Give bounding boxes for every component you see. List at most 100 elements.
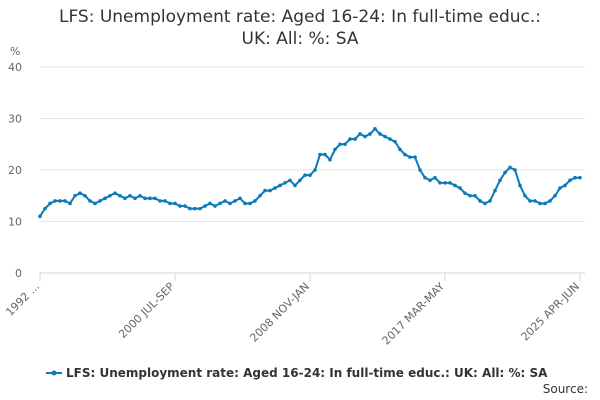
data-point <box>153 196 157 201</box>
chart-title: LFS: Unemployment rate: Aged 16-24: In f… <box>58 7 542 49</box>
data-point <box>518 183 522 188</box>
x-tick-label: 2017 MAR-MAY <box>380 280 448 348</box>
data-point <box>533 199 537 203</box>
data-point <box>283 181 287 185</box>
data-point <box>538 201 542 206</box>
data-point <box>38 214 42 219</box>
data-point <box>48 201 52 206</box>
x-tick-label: 2008 NOV-JAN <box>247 280 312 345</box>
data-point <box>43 206 47 211</box>
data-point <box>108 193 112 198</box>
data-point <box>198 206 202 211</box>
source: Source: <box>543 382 588 396</box>
data-point <box>113 191 117 195</box>
data-point <box>378 132 382 136</box>
x-tick-label: 1992 ... <box>3 280 42 319</box>
data-point <box>123 196 127 201</box>
data-point <box>328 157 332 162</box>
data-point <box>503 170 507 175</box>
data-point <box>208 201 212 206</box>
data-point <box>543 201 547 206</box>
y-tick-label: 0 <box>15 267 22 280</box>
data-point <box>308 173 312 177</box>
data-point <box>268 188 272 193</box>
data-point <box>423 175 427 180</box>
data-point <box>463 191 467 195</box>
data-point <box>243 201 247 206</box>
data-point <box>523 193 527 198</box>
data-point <box>528 199 532 203</box>
data-point <box>288 178 292 183</box>
data-point <box>203 204 207 208</box>
data-point <box>173 201 177 206</box>
data-point <box>373 127 377 131</box>
data-point <box>258 193 262 198</box>
y-axis-label: % <box>10 45 20 58</box>
data-point <box>158 199 162 203</box>
data-point <box>248 201 252 206</box>
data-point <box>493 188 497 193</box>
data-point <box>213 204 217 208</box>
data-point <box>313 168 317 172</box>
data-point <box>458 186 462 190</box>
data-point <box>318 152 322 157</box>
data-point <box>558 186 562 190</box>
data-point <box>478 199 482 203</box>
data-point <box>98 199 102 203</box>
data-point <box>428 178 432 183</box>
data-point <box>218 201 222 206</box>
data-point <box>148 196 152 201</box>
data-point <box>238 196 242 201</box>
data-point <box>568 178 572 183</box>
data-point <box>563 183 567 188</box>
data-point <box>413 155 417 159</box>
data-point <box>408 155 412 159</box>
data-point <box>363 134 367 139</box>
data-point <box>573 175 577 180</box>
y-tick-label: 30 <box>8 113 22 126</box>
data-point <box>418 168 422 172</box>
data-point <box>93 201 97 206</box>
data-point <box>303 173 307 177</box>
data-point <box>443 181 447 185</box>
data-point <box>358 132 362 136</box>
data-point <box>553 193 557 198</box>
data-point <box>433 175 437 180</box>
data-point <box>83 193 87 198</box>
series-line <box>39 127 580 217</box>
data-point <box>103 196 107 201</box>
data-point <box>133 196 137 201</box>
data-point <box>498 178 502 183</box>
data-point <box>183 204 187 208</box>
data-point <box>453 183 457 188</box>
data-point <box>448 181 452 185</box>
data-point <box>333 147 337 152</box>
legend-label: LFS: Unemployment rate: Aged 16-24: In f… <box>66 366 548 380</box>
data-point <box>353 137 357 141</box>
data-point <box>483 201 487 206</box>
data-point <box>383 134 387 139</box>
data-point <box>508 165 512 170</box>
y-tick-label: 10 <box>8 216 22 229</box>
data-point <box>188 206 192 211</box>
data-point <box>368 132 372 136</box>
data-point <box>163 199 167 203</box>
data-point <box>298 178 302 183</box>
y-tick-label: 20 <box>8 164 22 177</box>
data-point <box>468 193 472 198</box>
data-point <box>193 206 197 211</box>
data-point <box>393 139 397 144</box>
data-point <box>398 147 402 152</box>
data-point <box>343 142 347 147</box>
data-point <box>548 199 552 203</box>
data-point <box>323 152 327 157</box>
data-point <box>223 199 227 203</box>
data-point <box>233 199 237 203</box>
data-point <box>348 137 352 141</box>
data-point <box>53 199 57 203</box>
data-point <box>128 193 132 198</box>
data-point <box>143 196 147 201</box>
data-point <box>58 199 62 203</box>
data-point <box>168 201 172 206</box>
